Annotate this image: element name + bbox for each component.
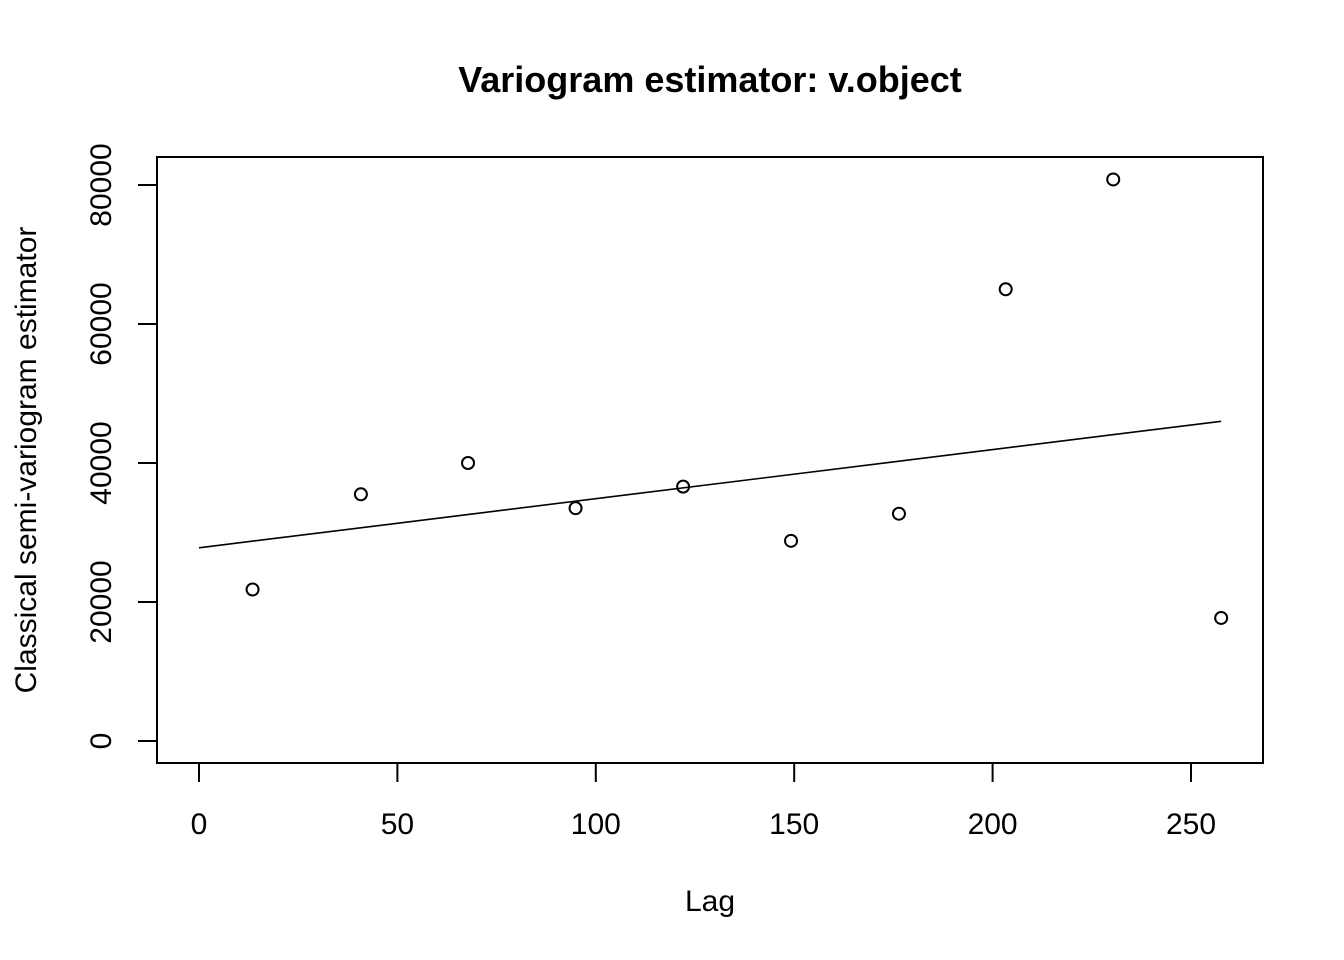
fit-line-layer — [198, 420, 1222, 549]
data-point — [676, 479, 691, 494]
data-point — [353, 487, 368, 502]
y-tick-label: 0 — [85, 733, 118, 750]
y-tick-label: 60000 — [85, 282, 118, 365]
data-point — [1214, 610, 1229, 625]
data-point — [1106, 172, 1121, 187]
data-point — [784, 533, 799, 548]
y-tick-label: 20000 — [85, 560, 118, 643]
x-tick-label: 200 — [968, 808, 1018, 841]
plot-frame — [156, 156, 1264, 764]
x-tick-label: 50 — [381, 808, 414, 841]
fitted-line — [198, 420, 1222, 549]
x-tick-label: 100 — [571, 808, 621, 841]
y-axis-label: Classical semi-variogram estimator — [10, 227, 43, 694]
data-point — [998, 282, 1013, 297]
x-tick-label: 150 — [769, 808, 819, 841]
data-point — [891, 506, 906, 521]
data-point — [461, 456, 476, 470]
chart-title: Variogram estimator: v.object — [458, 59, 962, 100]
x-tick-label: 0 — [191, 808, 208, 841]
x-tick-label: 250 — [1166, 808, 1216, 841]
y-axis: 0 20000 40000 60000 80000 — [85, 143, 158, 750]
x-axis: 0 50 100 150 200 250 — [191, 762, 1216, 841]
y-tick-label: 40000 — [85, 421, 118, 504]
y-tick-label: 80000 — [85, 143, 118, 226]
data-point — [568, 501, 583, 516]
points-layer — [245, 172, 1229, 625]
data-point — [245, 582, 260, 597]
x-axis-label: Lag — [685, 885, 735, 918]
